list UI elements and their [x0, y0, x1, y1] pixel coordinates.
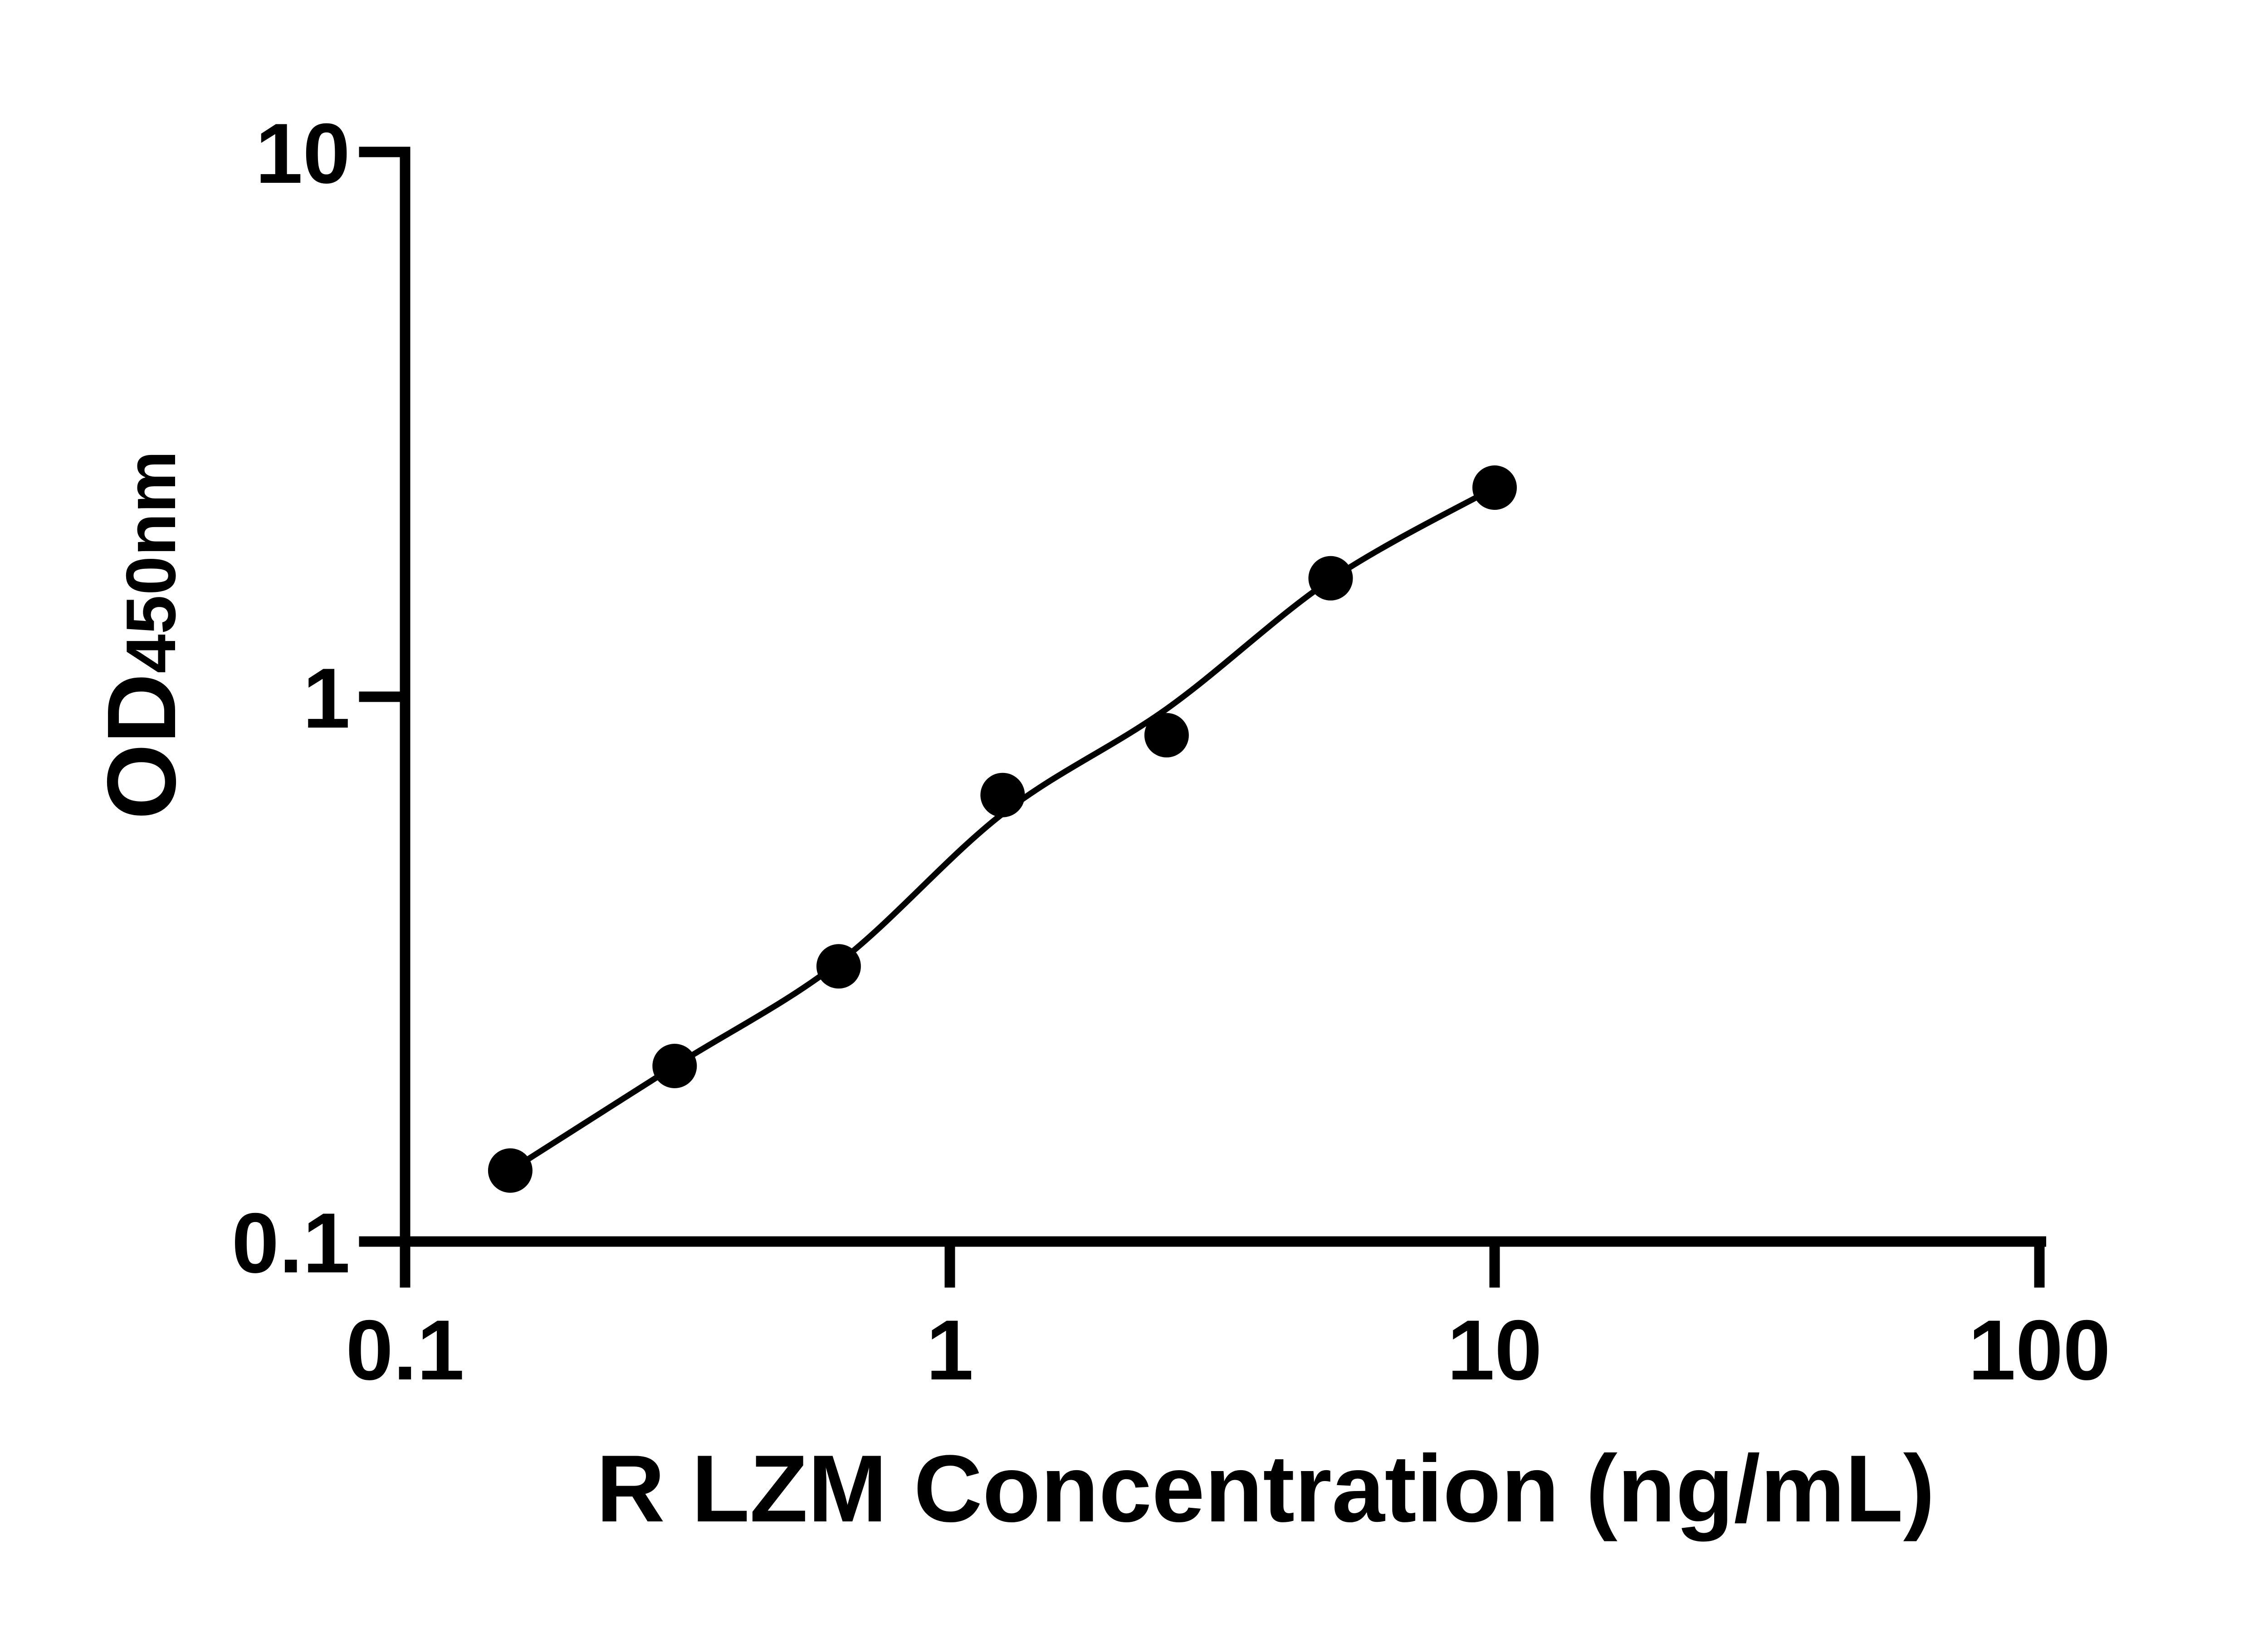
x-tick-label: 0.1	[346, 1302, 464, 1398]
x-axis-ticks	[400, 1247, 2045, 1288]
y-tick-label: 10	[255, 106, 350, 201]
data-point-marker	[1472, 465, 1517, 510]
y-tick-label: 0.1	[232, 1195, 350, 1291]
y-tick-label: 1	[303, 650, 350, 746]
data-point-marker	[816, 944, 861, 989]
y-axis-tick-labels: 0.1 1 10	[232, 106, 350, 1291]
data-point-marker	[488, 1148, 533, 1193]
x-tick-label: 1	[926, 1302, 974, 1398]
y-axis-title-main: OD	[87, 673, 196, 820]
x-axis-title: R LZM Concentration (ng/mL)	[596, 1435, 1935, 1542]
x-axis-tick-labels: 0.1 1 10 100	[346, 1302, 2111, 1398]
y-axis-ticks	[359, 147, 405, 1247]
x-tick-label: 10	[1447, 1302, 1542, 1398]
data-point-marker	[652, 1044, 697, 1088]
data-point-marker	[1308, 556, 1353, 601]
data-point-markers	[488, 465, 1517, 1193]
data-point-marker	[1144, 713, 1189, 758]
y-axis-title: OD450nm	[87, 450, 196, 820]
x-tick-label: 100	[1968, 1302, 2111, 1398]
y-axis-title-subscript: 450nm	[112, 450, 190, 673]
data-point-marker	[980, 772, 1025, 817]
